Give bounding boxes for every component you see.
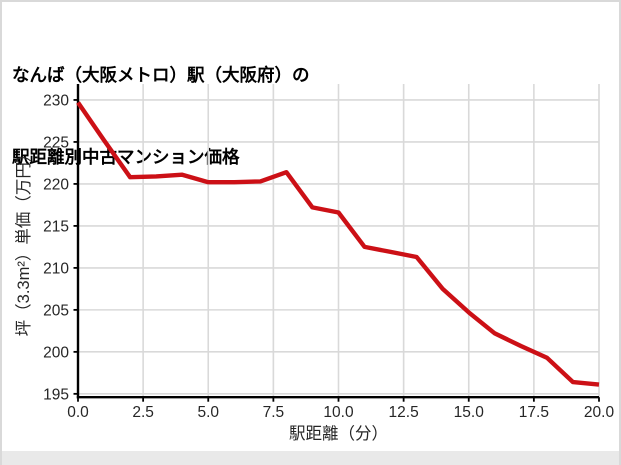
price-series-line bbox=[76, 101, 600, 387]
chart-title-line-1: なんば（大阪メトロ）駅（大阪府）の bbox=[12, 65, 310, 86]
svg-text:210: 210 bbox=[43, 260, 69, 277]
svg-text:15.0: 15.0 bbox=[454, 404, 485, 421]
svg-text:230: 230 bbox=[43, 92, 69, 109]
chart-gridlines bbox=[77, 84, 600, 398]
chart-tick-marks bbox=[73, 99, 600, 402]
svg-text:17.5: 17.5 bbox=[519, 404, 549, 421]
card-footer-strip bbox=[2, 451, 619, 465]
svg-text:20.0: 20.0 bbox=[584, 404, 615, 421]
chart-title: なんば（大阪メトロ）駅（大阪府）の 駅距離別中古マンション価格 bbox=[12, 8, 310, 225]
x-axis-tick-labels: 0.0 2.5 5.0 7.5 10.0 12.5 15.0 17.5 20.0 bbox=[67, 404, 614, 421]
svg-text:10.0: 10.0 bbox=[323, 404, 354, 421]
svg-text:220: 220 bbox=[43, 176, 69, 193]
svg-text:0.0: 0.0 bbox=[67, 404, 89, 421]
x-axis-title: 駅距離（分） bbox=[289, 424, 388, 443]
svg-text:坪（3.3m²）単価（万円）: 坪（3.3m²）単価（万円） bbox=[14, 146, 33, 337]
svg-text:195: 195 bbox=[43, 386, 69, 403]
svg-text:7.5: 7.5 bbox=[263, 404, 285, 421]
svg-text:205: 205 bbox=[43, 302, 69, 319]
svg-text:225: 225 bbox=[43, 134, 69, 151]
chart-title-line-2: 駅距離別中古マンション価格 bbox=[12, 146, 240, 167]
svg-text:200: 200 bbox=[43, 344, 69, 361]
svg-text:駅距離（分）: 駅距離（分） bbox=[289, 424, 388, 443]
svg-text:5.0: 5.0 bbox=[197, 404, 219, 421]
svg-text:215: 215 bbox=[43, 218, 69, 235]
y-axis-tick-labels: 195 200 205 210 215 220 225 230 bbox=[43, 92, 69, 403]
svg-text:12.5: 12.5 bbox=[389, 404, 419, 421]
y-axis-title: 坪（3.3m²）単価（万円） bbox=[14, 146, 33, 337]
svg-text:2.5: 2.5 bbox=[132, 404, 154, 421]
